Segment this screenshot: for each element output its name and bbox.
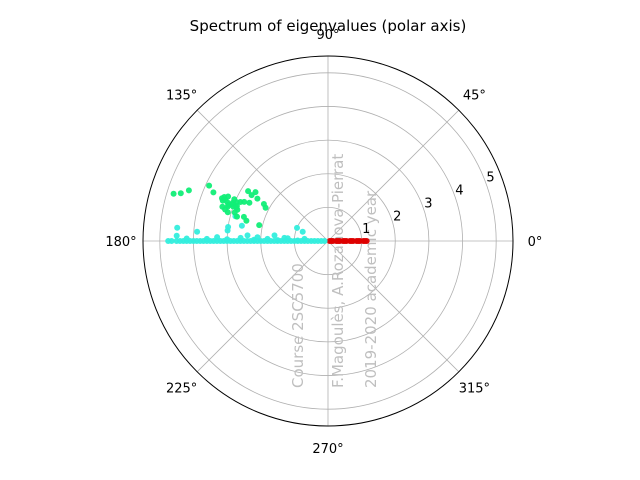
data-point — [174, 224, 181, 231]
data-point — [183, 235, 190, 242]
data-point — [206, 182, 213, 189]
data-point — [177, 190, 184, 197]
watermark-line-2: F.Magoulès, A.Rozanova-Pierrat — [329, 154, 347, 388]
data-point — [348, 238, 355, 244]
angular-tick-label: 45° — [463, 89, 486, 104]
watermark-line-3: 2019-2020 academic year — [362, 190, 380, 388]
data-point — [246, 199, 253, 206]
angular-tick-labels: 0° 45° 90° 135° 180° 225° 270° 315° — [105, 28, 542, 457]
data-point — [299, 228, 306, 235]
data-point — [225, 201, 232, 208]
data-point — [225, 224, 232, 230]
data-point — [256, 222, 263, 229]
data-point — [203, 235, 210, 242]
data-point — [237, 234, 244, 241]
angular-tick-label: 225° — [166, 381, 197, 396]
data-point — [301, 235, 308, 242]
data-point — [294, 237, 301, 244]
angular-gridline — [196, 240, 329, 373]
data-point — [238, 222, 245, 229]
angular-tick-label: 90° — [316, 28, 339, 43]
data-points — [165, 182, 370, 244]
data-point — [231, 196, 238, 203]
data-point — [328, 238, 335, 244]
data-point — [233, 203, 240, 209]
data-point — [294, 224, 300, 231]
data-point — [244, 232, 251, 239]
radial-tick-label: 2 — [393, 209, 401, 224]
chart-title: Spectrum of eigenvalues (polar axis) — [190, 17, 467, 35]
angular-tick-label: 0° — [528, 235, 543, 250]
data-point — [260, 201, 267, 207]
angular-gridline — [327, 240, 460, 373]
radial-tick-label: 4 — [455, 184, 463, 199]
radial-tick-label: 3 — [424, 196, 432, 211]
data-point — [362, 238, 368, 244]
data-point — [284, 235, 291, 242]
data-point — [243, 217, 250, 224]
data-point — [210, 189, 217, 196]
data-point — [224, 236, 231, 243]
angular-tick-label: 270° — [312, 442, 343, 457]
data-point — [335, 238, 342, 244]
radial-tick-label: 1 — [362, 222, 370, 237]
data-point — [173, 232, 180, 239]
data-point — [170, 190, 177, 197]
data-point — [231, 209, 238, 216]
data-point — [355, 238, 362, 244]
polar-frame — [142, 55, 514, 427]
data-point — [271, 232, 278, 239]
angular-tick-label: 180° — [105, 235, 136, 250]
data-point — [245, 188, 252, 195]
angular-gridline — [327, 109, 460, 242]
data-point — [264, 235, 271, 242]
angular-gridline — [196, 109, 329, 242]
radial-tick-label: 5 — [486, 171, 494, 186]
data-point — [224, 209, 231, 216]
data-point — [248, 192, 255, 199]
data-point — [341, 238, 348, 244]
angular-tick-label: 135° — [166, 89, 197, 104]
data-point — [254, 234, 261, 241]
angular-tick-label: 315° — [459, 381, 490, 396]
watermark-line-1: Course 2SC5700 — [289, 263, 307, 388]
data-point — [165, 238, 172, 244]
data-point — [194, 228, 201, 235]
data-point — [214, 234, 221, 241]
data-point — [185, 187, 192, 194]
data-point — [254, 195, 261, 202]
radial-tick-labels: 1 2 3 4 5 — [362, 171, 495, 237]
data-point — [173, 238, 180, 244]
data-point — [274, 237, 281, 244]
data-point — [225, 193, 232, 200]
